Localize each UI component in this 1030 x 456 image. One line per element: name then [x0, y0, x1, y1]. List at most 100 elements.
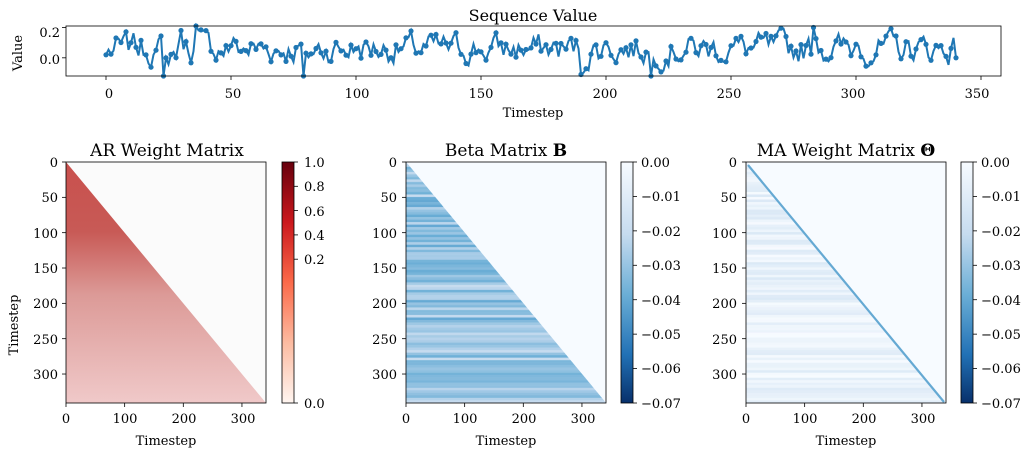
beta-heatmap-row	[405, 385, 594, 389]
sequence-xtick-label: 100	[345, 87, 370, 102]
sequence-data-point	[573, 37, 579, 44]
beta-heatmap-row	[405, 237, 471, 240]
ma-heatmap-row	[745, 362, 916, 366]
sequence-data-point	[698, 43, 704, 49]
sequence-data-point	[888, 26, 894, 32]
sequence-data-point	[233, 38, 239, 45]
ma-xtick-label: 100	[793, 412, 818, 427]
sequence-data-point	[808, 51, 814, 57]
beta-title-text: Beta Matrix	[445, 141, 548, 161]
beta-heatmap-row	[405, 242, 476, 245]
sequence-data-point	[378, 51, 384, 58]
beta-heatmap-row	[405, 186, 430, 190]
sequence-data-point	[238, 48, 244, 55]
beta-heatmap-row	[405, 274, 503, 278]
beta-heatmap-row	[405, 325, 544, 328]
sequence-data-point	[898, 56, 904, 62]
beta-heatmap-row	[405, 176, 421, 180]
ar-ytick-label: 300	[33, 368, 58, 383]
sequence-data-point	[333, 39, 339, 46]
ma-heatmap-row	[745, 397, 945, 401]
sequence-xtick-label: 50	[225, 87, 242, 102]
ma-ytick-label: 250	[712, 333, 737, 348]
beta-heatmap-row	[405, 302, 526, 306]
ma-heatmap-row	[745, 209, 788, 213]
beta-heatmap-row	[405, 239, 473, 243]
sequence-data-point	[308, 51, 314, 57]
sequence-xtick-label: 150	[469, 87, 494, 102]
sequence-data-point	[583, 66, 589, 72]
sequence-data-point	[268, 59, 274, 65]
sequence-data-point	[368, 52, 374, 58]
sequence-data-point	[593, 42, 599, 48]
beta-heatmap-row	[405, 352, 567, 356]
sequence-data-point	[783, 33, 789, 40]
beta-heatmap-row	[405, 189, 432, 193]
ma-heatmap-row	[745, 377, 928, 381]
beta-heatmap-row	[405, 360, 573, 363]
beta-heatmap-row	[405, 314, 536, 318]
sequence-data-point	[763, 30, 769, 37]
beta-heatmap-row	[405, 194, 436, 198]
beta-heatmap-row	[405, 284, 511, 288]
sequence-data-point	[738, 33, 744, 39]
beta-heatmap-row	[405, 204, 444, 208]
ma-heatmap-row	[745, 284, 851, 288]
sequence-data-point	[293, 44, 299, 51]
sequence-data-point	[528, 45, 534, 51]
sequence-data-point	[643, 49, 649, 55]
ma-heatmap-row	[745, 257, 828, 261]
ma-heatmap-row	[745, 252, 824, 256]
ma-heatmap-row	[745, 264, 834, 268]
sequence-data-point	[248, 41, 254, 47]
beta-heatmap-row	[405, 202, 442, 205]
sequence-plot-frame	[65, 25, 1002, 77]
beta-heatmap-row	[405, 312, 534, 316]
ma-colorbar-tick-label: −0.07	[981, 397, 1021, 412]
sequence-data-point	[373, 48, 379, 55]
beta-heatmap-xlabel: Timestep	[476, 434, 537, 449]
sequence-data-point	[708, 44, 714, 51]
sequence-data-point	[833, 38, 839, 44]
ma-heatmap-row	[745, 254, 826, 258]
beta-heatmap-row	[405, 272, 501, 276]
beta-heatmap-row	[405, 380, 590, 384]
sequence-data-point	[883, 33, 889, 39]
sequence-data-point	[953, 55, 959, 61]
beta-heatmap-row	[405, 327, 546, 331]
beta-colorbar-tick-label: −0.04	[641, 294, 681, 309]
ma-ytick-label: 50	[720, 191, 737, 206]
ma-heatmap-row	[745, 194, 776, 198]
ma-heatmap-row	[745, 320, 880, 323]
beta-colorbar-tick-label: −0.05	[641, 328, 681, 343]
sequence-data-point	[653, 63, 659, 69]
sequence-data-point	[468, 51, 474, 57]
ma-heatmap-row	[745, 390, 938, 394]
sequence-ytick-label: 0.2	[39, 26, 60, 41]
sequence-data-point	[223, 43, 229, 49]
ma-heatmap-xlabel: Timestep	[816, 434, 877, 449]
beta-heatmap-row	[405, 257, 488, 261]
beta-heatmap-row	[405, 207, 446, 210]
ma-heatmap-row	[745, 237, 811, 240]
sequence-data-point	[103, 52, 109, 58]
beta-heatmap-row	[405, 387, 596, 391]
sequence-data-point	[933, 42, 939, 49]
ar-heatmap-xlabel: Timestep	[136, 434, 197, 449]
ma-ytick-label: 200	[712, 297, 737, 312]
ma-heatmap-row	[745, 345, 901, 348]
sequence-data-point	[893, 33, 899, 39]
sequence-data-point	[483, 57, 489, 63]
ar-colorbar-tick-label: 0.6	[304, 205, 325, 220]
sequence-data-point	[553, 40, 559, 46]
ma-colorbar-tick-label: −0.05	[981, 328, 1021, 343]
ma-colorbar-tick-label: −0.02	[981, 225, 1021, 240]
ma-heatmap-row	[745, 350, 905, 353]
ma-heatmap-row	[745, 199, 780, 203]
ar-colorbar	[281, 161, 295, 404]
beta-heatmap-row	[405, 299, 523, 303]
ma-colorbar-tick-label: −0.03	[981, 259, 1021, 274]
sequence-data-point	[548, 46, 554, 53]
sequence-data-point	[383, 47, 389, 53]
beta-xtick-label: 0	[402, 412, 410, 427]
